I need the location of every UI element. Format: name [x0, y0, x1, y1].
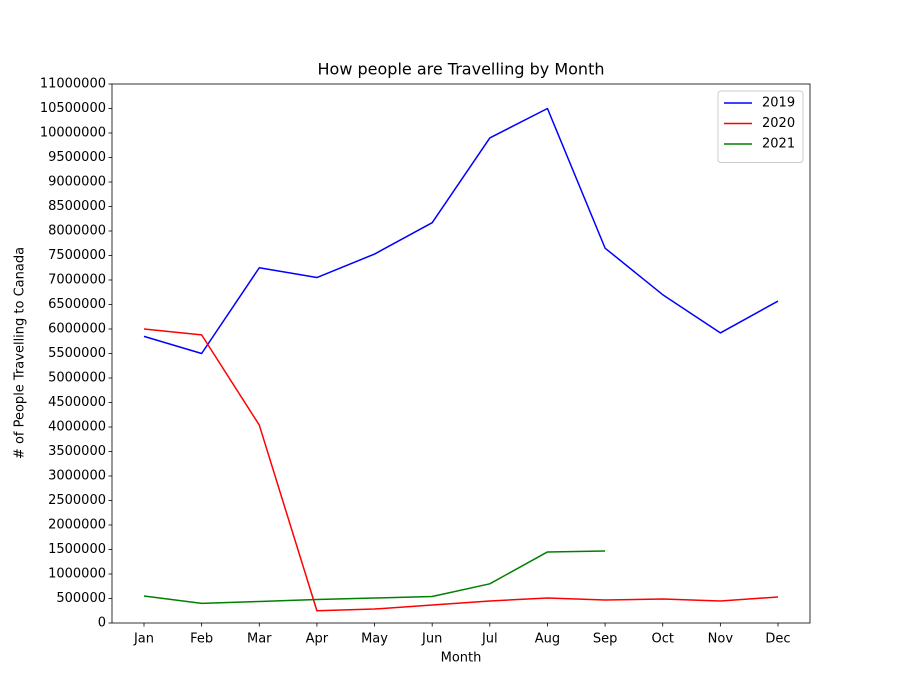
y-tick-label: 3000000 [48, 469, 106, 484]
y-axis-label: # of People Travelling to Canada [13, 247, 28, 459]
x-tick-label: Jul [481, 632, 498, 647]
x-tick-label: Sep [593, 632, 618, 647]
y-tick-label: 10000000 [40, 126, 106, 141]
y-tick-label: 5500000 [48, 346, 106, 361]
y-tick-label: 4500000 [48, 395, 106, 410]
line-series [143, 328, 779, 612]
legend-label: 2021 [762, 137, 795, 152]
x-tick-label: Oct [651, 632, 673, 647]
y-tick-label: 3500000 [48, 444, 106, 459]
line-series [143, 550, 606, 605]
chart-title: How people are Travelling by Month [318, 60, 605, 79]
plot-frame [111, 83, 811, 624]
x-tick-label: Aug [535, 632, 560, 647]
y-tick-label: 1000000 [48, 567, 106, 582]
x-tick-label: May [361, 632, 388, 647]
y-tick-label: 500000 [56, 591, 106, 606]
x-tick-label: Apr [306, 632, 329, 647]
y-tick-label: 7500000 [48, 248, 106, 263]
y-tick-label: 8000000 [48, 224, 106, 239]
x-tick-label: Nov [708, 632, 734, 647]
y-tick-label: 9500000 [48, 150, 106, 165]
y-tick-label: 1500000 [48, 542, 106, 557]
y-tick-label: 9000000 [48, 175, 106, 190]
x-tick-label: Jun [421, 632, 442, 647]
y-tick-label: 7000000 [48, 273, 106, 288]
y-tick-label: 11000000 [40, 77, 106, 92]
y-tick-label: 2000000 [48, 518, 106, 533]
y-tick-label: 5000000 [48, 371, 106, 386]
y-tick-label: 2500000 [48, 493, 106, 508]
y-tick-label: 4000000 [48, 420, 106, 435]
x-tick-label: Feb [190, 632, 213, 647]
legend-label: 2019 [762, 96, 795, 111]
y-tick-label: 0 [98, 616, 106, 631]
x-tick-label: Jan [133, 632, 154, 647]
x-tick-label: Dec [765, 632, 790, 647]
y-tick-label: 6000000 [48, 322, 106, 337]
line-series [143, 107, 779, 355]
y-tick-label: 6500000 [48, 297, 106, 312]
y-tick-label: 8500000 [48, 199, 106, 214]
x-tick-label: Mar [247, 632, 272, 647]
y-tick-label: 10500000 [40, 101, 106, 116]
x-axis-label: Month [441, 651, 482, 666]
legend-label: 2020 [762, 116, 795, 131]
